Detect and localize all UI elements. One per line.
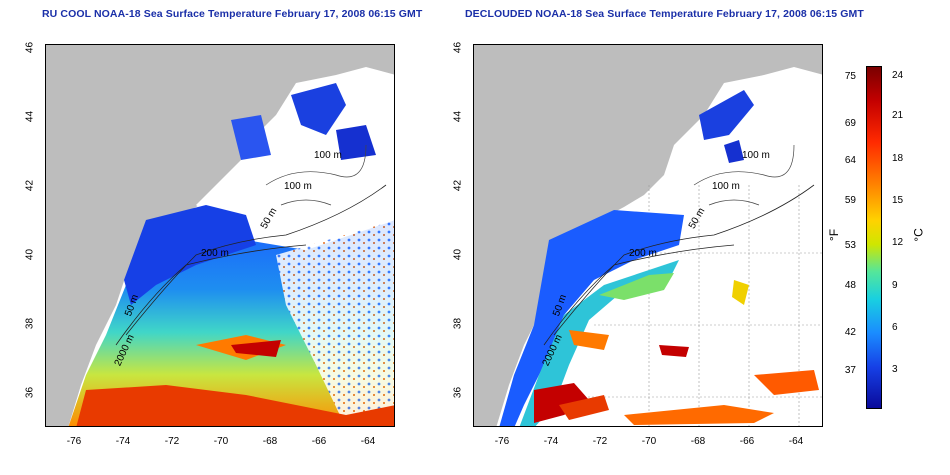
colorbar-c-tick: 18 <box>892 153 904 164</box>
colorbar-c-tick: 21 <box>892 110 904 121</box>
contour-label: 200 m <box>201 248 229 259</box>
right-map-graphic <box>474 45 822 426</box>
x-tick-label: -76 <box>66 436 82 447</box>
right-sst-map: 100 m 100 m 50 m 200 m 50 m 2000 m <box>473 44 823 427</box>
colorbar-f-tick: 75 <box>844 71 856 82</box>
x-tick-label: -76 <box>494 436 510 447</box>
colorbar-f-tick: 64 <box>844 155 856 166</box>
colorbar-f-tick: 59 <box>844 195 856 206</box>
celsius-unit-label: °C <box>911 228 926 242</box>
contour-label: 200 m <box>629 248 657 259</box>
contour-label: 100 m <box>284 181 312 192</box>
colorbar-c-tick: 3 <box>892 364 898 375</box>
land-mass <box>46 45 394 426</box>
x-tick-label: -74 <box>543 436 559 447</box>
colorbar-c-tick: 15 <box>892 195 904 206</box>
contour-label: 100 m <box>712 181 740 192</box>
y-tick-label: 44 <box>452 110 464 123</box>
y-tick-label: 38 <box>452 317 464 330</box>
y-tick-label: 40 <box>452 248 464 261</box>
colorbar-c-tick: 24 <box>892 70 904 81</box>
left-sst-map: 100 m 100 m 50 m 200 m 50 m 2000 m <box>45 44 395 427</box>
fahrenheit-unit-label: °F <box>827 228 842 242</box>
y-tick-label: 42 <box>24 179 36 192</box>
x-tick-label: -64 <box>788 436 804 447</box>
colorbar-f-tick: 42 <box>844 327 856 338</box>
cloud-noise <box>276 220 394 426</box>
colorbar-f-tick: 53 <box>844 240 856 251</box>
x-tick-label: -72 <box>164 436 180 447</box>
y-tick-label: 38 <box>24 317 36 330</box>
x-tick-label: -72 <box>592 436 608 447</box>
x-tick-label: -64 <box>360 436 376 447</box>
x-tick-label: -68 <box>262 436 278 447</box>
contour-label: 100 m <box>742 150 770 161</box>
x-tick-label: -70 <box>641 436 657 447</box>
y-tick-label: 40 <box>24 248 36 261</box>
colorbar-c-tick: 6 <box>892 322 898 333</box>
colorbar-c-tick: 12 <box>892 237 904 248</box>
x-tick-label: -66 <box>311 436 327 447</box>
x-tick-label: -74 <box>115 436 131 447</box>
y-tick-label: 42 <box>452 179 464 192</box>
y-tick-label: 36 <box>452 386 464 399</box>
colorbar-f-tick: 69 <box>844 118 856 129</box>
y-tick-label: 44 <box>24 110 36 123</box>
left-map-title: RU COOL NOAA-18 Sea Surface Temperature … <box>42 8 423 20</box>
left-map-graphic <box>46 45 394 426</box>
colorbar-c-tick: 9 <box>892 280 898 291</box>
x-tick-label: -66 <box>739 436 755 447</box>
temperature-colorbar <box>866 66 882 409</box>
x-tick-label: -70 <box>213 436 229 447</box>
y-tick-label: 46 <box>24 41 36 54</box>
colorbar-f-tick: 37 <box>844 365 856 376</box>
colorbar-f-tick: 48 <box>844 280 856 291</box>
land-mass <box>474 45 822 426</box>
y-tick-label: 36 <box>24 386 36 399</box>
x-tick-label: -68 <box>690 436 706 447</box>
y-tick-label: 46 <box>452 41 464 54</box>
sst-field <box>499 210 684 426</box>
right-map-title: DECLOUDED NOAA-18 Sea Surface Temperatur… <box>465 8 864 20</box>
contour-label: 100 m <box>314 150 342 161</box>
